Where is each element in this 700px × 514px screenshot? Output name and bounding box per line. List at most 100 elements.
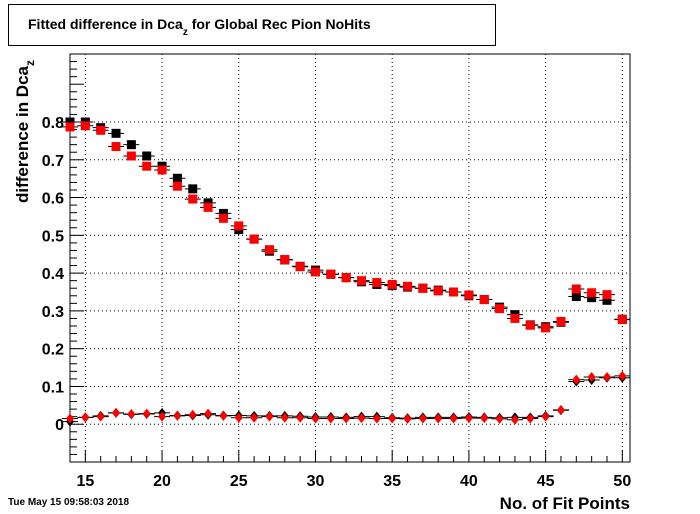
data-point-square bbox=[341, 273, 351, 283]
y-tick-label: 0.2 bbox=[42, 342, 64, 359]
data-point-diamond bbox=[142, 408, 151, 419]
data-point-square bbox=[142, 161, 152, 171]
data-point-square bbox=[96, 125, 106, 135]
data-point-diamond bbox=[418, 413, 427, 424]
data-point-diamond bbox=[127, 409, 136, 420]
data-point-diamond bbox=[388, 413, 397, 424]
data-point-diamond bbox=[480, 413, 489, 424]
y-tick-label: 0.5 bbox=[42, 228, 64, 245]
data-point-square bbox=[602, 290, 612, 300]
data-point-diamond bbox=[66, 413, 74, 424]
data-point-diamond bbox=[234, 412, 243, 423]
data-point-square bbox=[295, 262, 305, 272]
y-tick-label: 0.8 bbox=[42, 115, 64, 132]
data-point-diamond bbox=[372, 413, 381, 424]
x-tick-label: 45 bbox=[537, 473, 555, 490]
data-point-diamond bbox=[464, 413, 473, 424]
data-point-square bbox=[433, 286, 443, 296]
data-point-square bbox=[126, 151, 136, 161]
y-tick-label: 0 bbox=[55, 417, 64, 434]
data-point-diamond bbox=[541, 411, 550, 422]
data-point-diamond bbox=[96, 411, 105, 422]
y-axis-title-subscript: z bbox=[23, 60, 37, 66]
data-point-square bbox=[403, 281, 413, 291]
data-point-square bbox=[571, 292, 581, 302]
x-tick-label: 50 bbox=[613, 473, 631, 490]
data-point-square bbox=[65, 117, 75, 127]
data-point-square bbox=[218, 213, 228, 223]
data-point-square bbox=[510, 313, 520, 323]
data-point-square bbox=[387, 279, 397, 289]
data-point-diamond bbox=[403, 413, 412, 424]
data-point-diamond bbox=[280, 412, 289, 423]
data-point-diamond bbox=[342, 413, 351, 424]
data-point-square bbox=[479, 295, 489, 305]
data-point-square bbox=[418, 283, 428, 293]
data-point-square bbox=[65, 122, 75, 132]
data-point-diamond bbox=[265, 411, 274, 422]
data-point-square bbox=[111, 142, 121, 152]
data-point-square bbox=[602, 295, 612, 305]
data-point-square bbox=[541, 323, 551, 333]
data-point-diamond bbox=[81, 412, 90, 423]
data-point-square bbox=[587, 288, 597, 298]
data-point-diamond bbox=[618, 370, 627, 381]
data-point-diamond bbox=[219, 410, 228, 421]
data-point-square bbox=[188, 184, 198, 194]
data-point-square bbox=[617, 315, 627, 325]
data-point-diamond bbox=[572, 374, 581, 385]
data-point-square bbox=[188, 194, 198, 204]
data-point-square bbox=[587, 293, 597, 303]
y-axis-title-main: difference in Dca bbox=[13, 65, 32, 203]
data-point-diamond bbox=[449, 413, 458, 424]
x-tick-label: 35 bbox=[383, 473, 401, 490]
data-point-square bbox=[556, 316, 566, 326]
data-point-square bbox=[234, 221, 244, 231]
x-tick-label: 20 bbox=[153, 473, 171, 490]
chart-title-suffix: for Global Rec Pion NoHits bbox=[187, 16, 371, 32]
x-axis-title: No. of Fit Points bbox=[500, 494, 630, 513]
data-point-square bbox=[157, 165, 167, 175]
chart-title-prefix: Fitted difference in Dca bbox=[28, 16, 183, 32]
data-point-diamond bbox=[602, 372, 611, 382]
x-tick-label: 40 bbox=[460, 473, 478, 490]
y-axis-title: difference in Dcaz bbox=[13, 60, 37, 203]
data-point-diamond bbox=[188, 409, 197, 420]
data-point-square bbox=[464, 290, 474, 300]
timestamp: Tue May 15 09:58:03 2018 bbox=[8, 497, 130, 508]
data-point-square bbox=[203, 198, 213, 208]
data-point-square bbox=[280, 255, 290, 265]
data-point-square bbox=[142, 151, 152, 161]
data-point-square bbox=[449, 287, 459, 297]
data-point-diamond bbox=[510, 414, 519, 425]
data-point-diamond bbox=[204, 408, 213, 419]
x-tick-label: 25 bbox=[230, 473, 248, 490]
data-point-square bbox=[495, 304, 505, 314]
data-point-square bbox=[218, 208, 228, 218]
data-point-diamond bbox=[326, 413, 335, 424]
data-point-diamond bbox=[158, 411, 167, 422]
data-point-diamond bbox=[296, 412, 305, 423]
x-tick-label: 15 bbox=[76, 473, 94, 490]
data-point-diamond bbox=[587, 372, 596, 382]
data-point-square bbox=[571, 284, 581, 294]
data-point-square bbox=[172, 173, 182, 183]
y-tick-label: 0.6 bbox=[42, 191, 64, 208]
data-point-diamond bbox=[173, 410, 182, 421]
y-tick-label: 0.4 bbox=[42, 266, 64, 283]
y-tick-label: 0.7 bbox=[42, 153, 64, 170]
data-point-diamond bbox=[311, 413, 320, 424]
data-point-square bbox=[264, 245, 274, 255]
data-point-diamond bbox=[556, 404, 565, 415]
chart-title: Fitted difference in Dcaz for Global Rec… bbox=[28, 16, 371, 38]
data-point-diamond bbox=[357, 413, 366, 424]
data-point-diamond bbox=[495, 413, 504, 424]
data-point-diamond bbox=[112, 407, 121, 418]
data-point-square bbox=[80, 121, 90, 131]
data-point-square bbox=[357, 276, 367, 286]
data-point-diamond bbox=[526, 413, 535, 424]
data-point-square bbox=[111, 128, 121, 138]
data-point-square bbox=[203, 202, 213, 212]
data-point-square bbox=[310, 267, 320, 277]
